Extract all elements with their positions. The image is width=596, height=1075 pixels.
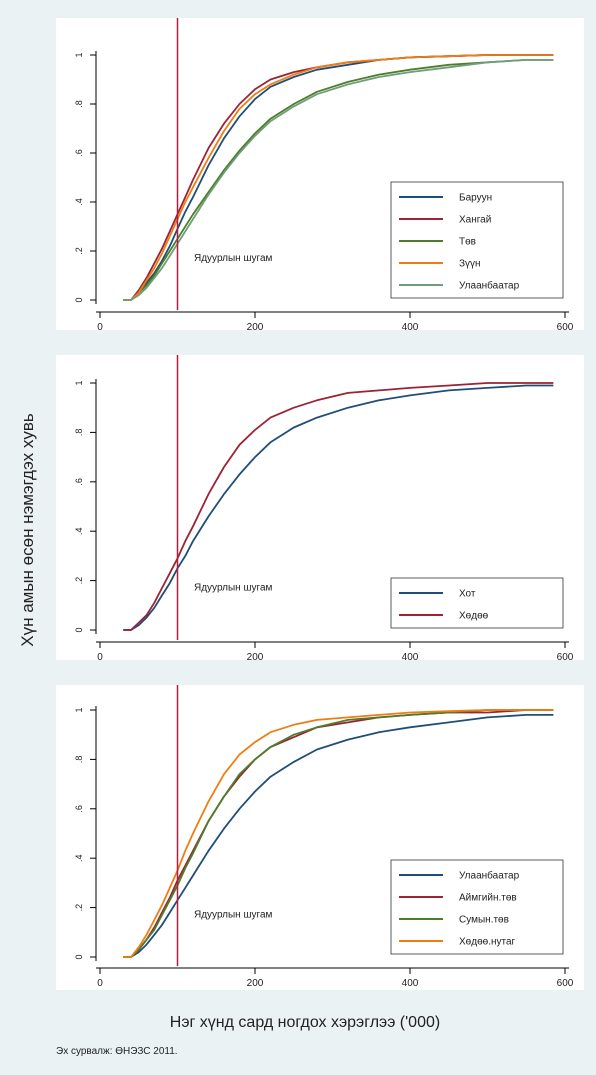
legend-label: Аймгийн.төв [459, 893, 517, 904]
x-tick-label: 0 [97, 978, 103, 989]
y-tick-label: 0 [74, 627, 84, 632]
x-tick-label: 600 [557, 322, 574, 333]
poverty-line-label: Ядуурлын шугам [194, 909, 272, 920]
legend-box [390, 577, 564, 629]
series-line-3 [123, 59, 554, 301]
poverty-line-label: Ядуурлын шугам [194, 582, 272, 593]
y-axis-title-wrap: Хүн амын өсөн нэмэгдэх хувь [8, 0, 48, 1070]
y-tick-label: .8 [74, 429, 84, 437]
series-line-4 [123, 54, 554, 301]
legend-label: Баруун [459, 193, 492, 204]
x-tick-label: 400 [402, 652, 419, 663]
legend-label: Зүүн [459, 259, 481, 270]
series-line-2 [123, 382, 554, 631]
legend-label: Төв [459, 237, 476, 248]
legend-label: Улаанбаатар [459, 870, 520, 882]
legend-label: Хот [459, 589, 476, 600]
legend-label: Хөдөө [459, 611, 489, 622]
x-tick-label: 200 [247, 322, 264, 333]
chart-panel-2: 0 .2 .4 .6 .8 1 0 200 400 600 Ядуурлын шугам Хот Хөд… [56, 355, 584, 663]
x-tick-label: 200 [247, 652, 264, 663]
y-axis-title: Хүн амын өсөн нэмэгдэх хувь [18, 413, 37, 647]
y-tick-label: 1 [74, 52, 84, 57]
x-tick-label: 0 [97, 322, 103, 333]
y-tick-label: .2 [74, 247, 84, 255]
y-tick-label: .4 [74, 527, 84, 535]
y-tick-label: 0 [74, 954, 84, 959]
legend-label: Улаанбаатар [459, 280, 520, 292]
legend-label: Хөдөө.нутаг [459, 937, 516, 948]
x-tick-label: 200 [247, 978, 264, 989]
y-tick-label: .6 [74, 149, 84, 157]
x-tick-label: 400 [402, 978, 419, 989]
series-line-1 [123, 384, 554, 631]
x-tick-label: 600 [557, 652, 574, 663]
y-tick-label: .8 [74, 756, 84, 764]
series-line-3 [123, 709, 554, 958]
y-tick-label: .6 [74, 805, 84, 813]
legend-label: Хангай [459, 215, 491, 226]
series-line-1 [123, 714, 554, 958]
x-axis-title: Нэг хүнд сард ногдох хэрэглээ ('000) [169, 1014, 441, 1031]
y-tick-label: 1 [74, 380, 84, 385]
y-tick-label: .6 [74, 478, 84, 486]
y-tick-label: .4 [74, 854, 84, 862]
y-tick-label: .4 [74, 198, 84, 206]
source-note: Эх сурвалж: ӨНЭЗС 2011. [56, 1046, 178, 1057]
x-tick-label: 400 [402, 322, 419, 333]
y-tick-label: 1 [74, 707, 84, 712]
x-tick-label: 600 [557, 978, 574, 989]
y-tick-label: .2 [74, 577, 84, 585]
legend-label: Сумын.төв [459, 915, 509, 926]
series-line-5 [123, 59, 554, 301]
chart-panel-3: 0 .2 .4 .6 .8 1 0 200 400 600 Ядуурлын шугам Улаанб… [56, 685, 584, 990]
y-tick-label: .8 [74, 100, 84, 108]
chart-panel-1: 0 .2 .4 .6 .8 1 0 200 400 600 Ядуурлын шугам Баруун… [56, 18, 584, 333]
poverty-line-label: Ядуурлын шугам [194, 253, 272, 264]
x-tick-label: 0 [97, 652, 103, 663]
y-tick-label: .2 [74, 904, 84, 912]
series-line-4 [123, 709, 554, 958]
y-tick-label: 0 [74, 297, 84, 302]
